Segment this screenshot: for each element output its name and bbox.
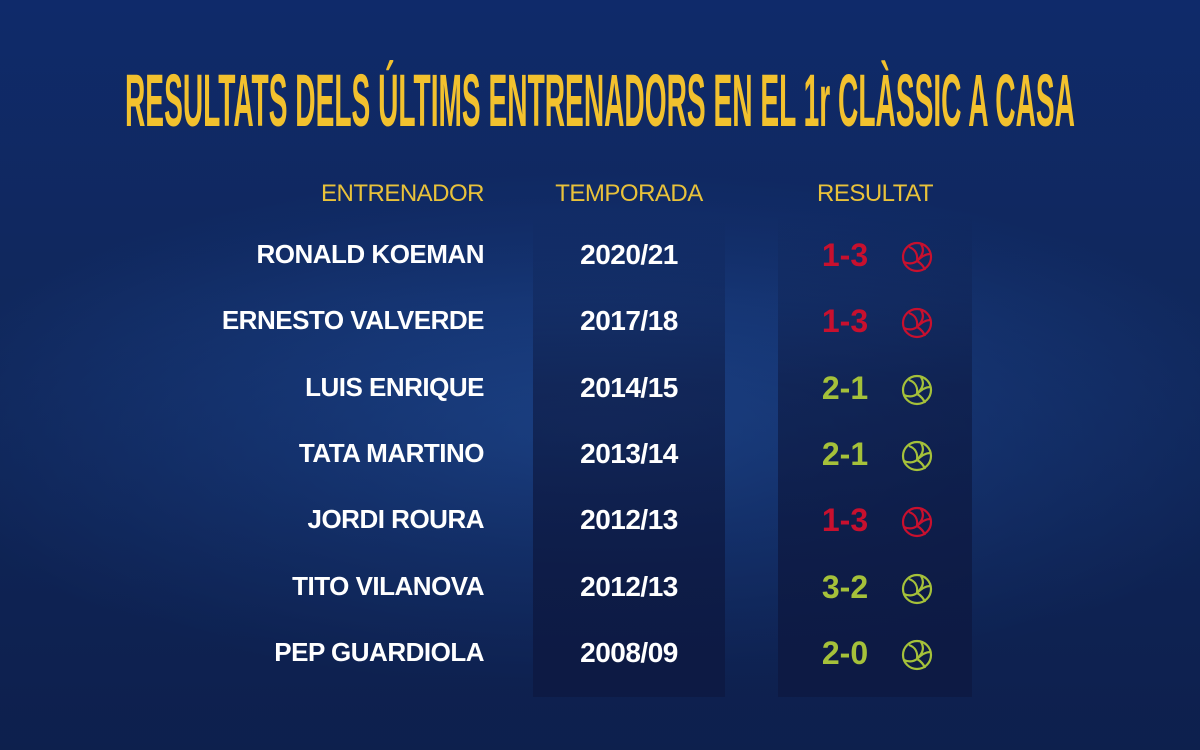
result-column-panel: [778, 215, 972, 697]
table-row: TITO VILANOVA 2012/13 3-2: [0, 569, 1200, 609]
season: 2012/13: [580, 504, 678, 536]
football-icon: [901, 241, 933, 273]
header-result: RESULTAT: [816, 180, 934, 207]
result-score: 1-3: [821, 502, 869, 539]
football-icon: [901, 307, 933, 339]
coach-name: TITO VILANOVA: [292, 570, 484, 601]
page-title: RESULTATS DELS ÚLTIMS ENTRENADORS EN EL …: [125, 59, 1075, 136]
header-season: TEMPORADA: [555, 180, 703, 207]
football-icon: [901, 573, 933, 605]
table-row: PEP GUARDIOLA 2008/09 2-0: [0, 635, 1200, 675]
season: 2013/14: [580, 437, 678, 469]
football-icon: [901, 506, 933, 538]
table-row: TATA MARTINO 2013/14 2-1: [0, 436, 1200, 476]
coach-name: JORDI ROURA: [307, 504, 484, 535]
table-row: RONALD KOEMAN 2020/21 1-3: [0, 237, 1200, 277]
football-icon: [901, 639, 933, 671]
football-icon: [901, 440, 933, 472]
result-score: 2-1: [821, 435, 869, 472]
table-row: JORDI ROURA 2012/13 1-3: [0, 502, 1200, 542]
header-coach: ENTRENADOR: [320, 180, 485, 207]
season: 2008/09: [580, 636, 678, 668]
coach-name: RONALD KOEMAN: [256, 239, 485, 269]
page-title-text: RESULTATS DELS ÚLTIMS ENTRENADORS EN EL …: [125, 59, 1075, 136]
coach-name: LUIS ENRIQUE: [305, 371, 484, 402]
table-row: ERNESTO VALVERDE 2017/18 1-3: [0, 303, 1200, 343]
football-icon: [901, 374, 933, 406]
season: 2017/18: [580, 305, 678, 337]
season-column-panel: [533, 215, 725, 697]
season: 2012/13: [580, 570, 678, 602]
result-score: 2-1: [821, 369, 869, 406]
result-score: 3-2: [821, 568, 869, 605]
coach-name: TATA MARTINO: [298, 437, 485, 468]
result-score: 2-0: [821, 634, 869, 671]
result-score: 1-3: [821, 237, 869, 273]
coach-name: PEP GUARDIOLA: [274, 636, 484, 667]
result-score: 1-3: [821, 303, 869, 340]
season: 2020/21: [580, 239, 678, 270]
coach-name: ERNESTO VALVERDE: [221, 305, 485, 336]
table-row: LUIS ENRIQUE 2014/15 2-1: [0, 370, 1200, 410]
season: 2014/15: [580, 371, 678, 403]
